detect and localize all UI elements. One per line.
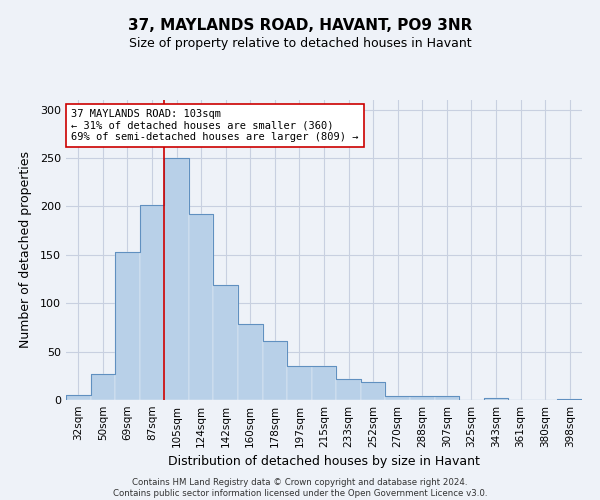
Y-axis label: Number of detached properties: Number of detached properties bbox=[19, 152, 32, 348]
Bar bbox=[66, 395, 91, 400]
Bar bbox=[238, 324, 263, 400]
Bar bbox=[434, 396, 459, 400]
Text: 37, MAYLANDS ROAD, HAVANT, PO9 3NR: 37, MAYLANDS ROAD, HAVANT, PO9 3NR bbox=[128, 18, 472, 32]
Text: Size of property relative to detached houses in Havant: Size of property relative to detached ho… bbox=[128, 38, 472, 51]
Bar bbox=[336, 378, 361, 400]
Bar bbox=[263, 341, 287, 400]
Bar bbox=[91, 374, 115, 400]
Bar bbox=[385, 396, 410, 400]
Bar bbox=[410, 396, 434, 400]
Bar bbox=[287, 366, 312, 400]
Bar bbox=[557, 399, 582, 400]
Bar bbox=[484, 398, 508, 400]
Text: 37 MAYLANDS ROAD: 103sqm
← 31% of detached houses are smaller (360)
69% of semi-: 37 MAYLANDS ROAD: 103sqm ← 31% of detach… bbox=[71, 109, 359, 142]
Bar bbox=[361, 382, 385, 400]
Bar bbox=[312, 366, 336, 400]
Bar bbox=[164, 158, 189, 400]
Bar bbox=[115, 252, 140, 400]
Bar bbox=[214, 285, 238, 400]
Text: Contains HM Land Registry data © Crown copyright and database right 2024.
Contai: Contains HM Land Registry data © Crown c… bbox=[113, 478, 487, 498]
X-axis label: Distribution of detached houses by size in Havant: Distribution of detached houses by size … bbox=[168, 456, 480, 468]
Bar bbox=[189, 214, 214, 400]
Bar bbox=[140, 204, 164, 400]
